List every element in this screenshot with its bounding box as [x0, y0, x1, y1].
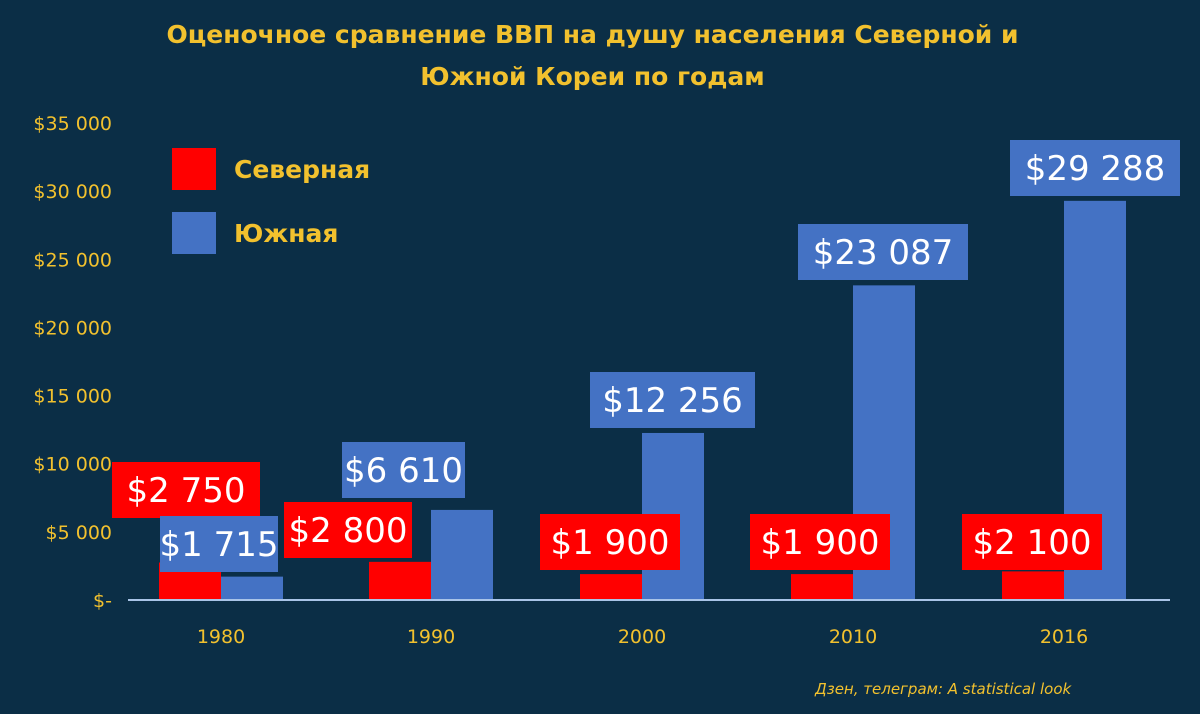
- x-tick-label: 1990: [407, 626, 455, 648]
- data-label: $29 288: [1025, 149, 1166, 189]
- title-line-2: Южной Кореи по годам: [420, 62, 765, 91]
- y-tick-label: $25 000: [33, 249, 112, 271]
- y-tick-label: $5 000: [46, 522, 112, 544]
- bar-north: [1002, 571, 1064, 600]
- data-label-box: [160, 516, 278, 572]
- data-label: $2 100: [973, 523, 1092, 563]
- footer-credit: Дзен, телеграм: A statistical look: [815, 680, 1072, 698]
- data-label: $1 900: [551, 523, 670, 563]
- data-label: $1 900: [761, 523, 880, 563]
- data-label-box: [540, 514, 680, 570]
- x-tick-label: 2016: [1040, 626, 1088, 648]
- legend-label: Северная: [234, 155, 370, 184]
- data-label: $12 256: [602, 381, 743, 421]
- legend-swatch: [172, 148, 216, 190]
- data-label-box: [1010, 140, 1180, 196]
- x-tick-label: 1980: [197, 626, 245, 648]
- data-label: $2 800: [289, 511, 408, 551]
- data-label: $1 715: [160, 525, 279, 565]
- y-tick-label: $15 000: [33, 386, 112, 408]
- data-label-box: [750, 514, 890, 570]
- data-label: $23 087: [813, 233, 954, 273]
- bar-north: [369, 561, 431, 600]
- x-tick-label: 2000: [618, 626, 666, 648]
- x-tick-label: 2010: [829, 626, 877, 648]
- y-tick-label: $-: [93, 590, 112, 612]
- title-line-1: Оценочное сравнение ВВП на душу населени…: [166, 20, 1019, 49]
- bar-north: [580, 574, 642, 600]
- y-tick-label: $10 000: [33, 454, 112, 476]
- bar-south: [221, 576, 283, 600]
- bar-north: [791, 574, 853, 600]
- data-label-box: [112, 462, 260, 518]
- data-label: $2 750: [127, 471, 246, 511]
- data-label-box: [590, 372, 755, 428]
- data-label-box: [962, 514, 1102, 570]
- y-tick-label: $20 000: [33, 317, 112, 339]
- data-label-box: [798, 224, 968, 280]
- legend-label: Южная: [234, 219, 338, 248]
- y-tick-label: $35 000: [33, 113, 112, 135]
- data-label-box: [342, 442, 465, 498]
- data-label-box: [284, 502, 412, 558]
- bar-south: [431, 509, 493, 600]
- data-label: $6 610: [344, 451, 463, 491]
- legend-swatch: [172, 212, 216, 254]
- y-tick-label: $30 000: [33, 181, 112, 203]
- chart-title: Оценочное сравнение ВВП на душу населени…: [0, 14, 1185, 98]
